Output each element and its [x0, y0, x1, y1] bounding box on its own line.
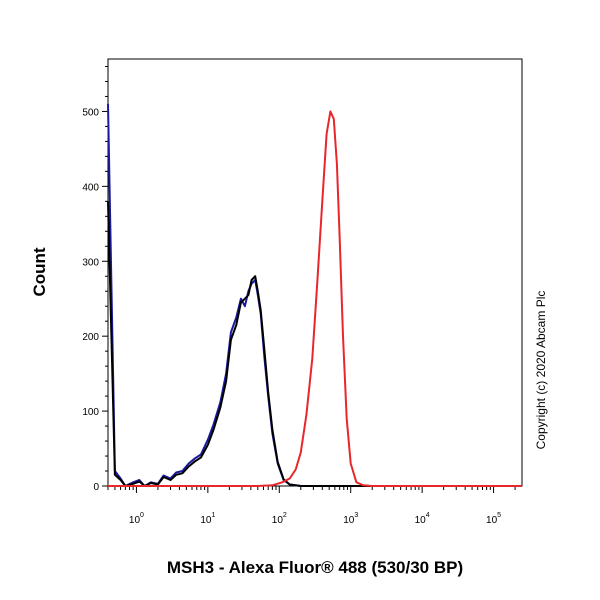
y-tick-label: 0 [93, 482, 99, 493]
x-tick-label: 105 [486, 512, 501, 526]
x-tick-label: 101 [200, 512, 215, 526]
x-tick-label: 104 [415, 512, 430, 526]
copyright-notice: Copyright (c) 2020 Abcam Plc [534, 291, 548, 450]
y-axis-label: Count [30, 247, 49, 296]
y-tick-label: 500 [82, 107, 99, 118]
series-line-1 [107, 103, 522, 487]
series-lines [107, 103, 522, 487]
x-axis-label: MSH3 - Alexa Fluor® 488 (530/30 BP) [167, 558, 463, 577]
y-axis-ticks: 0 100 200 300 400 500 [82, 65, 108, 493]
x-tick-label: 100 [129, 512, 144, 526]
y-tick-label: 200 [82, 332, 99, 343]
y-tick-label: 100 [82, 407, 99, 418]
x-tick-label: 102 [272, 512, 287, 526]
y-tick-label: 400 [82, 182, 99, 193]
x-axis-ticks: 100 101 102 103 104 105 [107, 486, 516, 526]
series-line-3 [108, 110, 522, 487]
plot-frame [107, 58, 523, 487]
y-tick-label: 300 [82, 257, 99, 268]
series-line-2 [107, 201, 522, 487]
x-tick-label: 103 [343, 512, 358, 526]
